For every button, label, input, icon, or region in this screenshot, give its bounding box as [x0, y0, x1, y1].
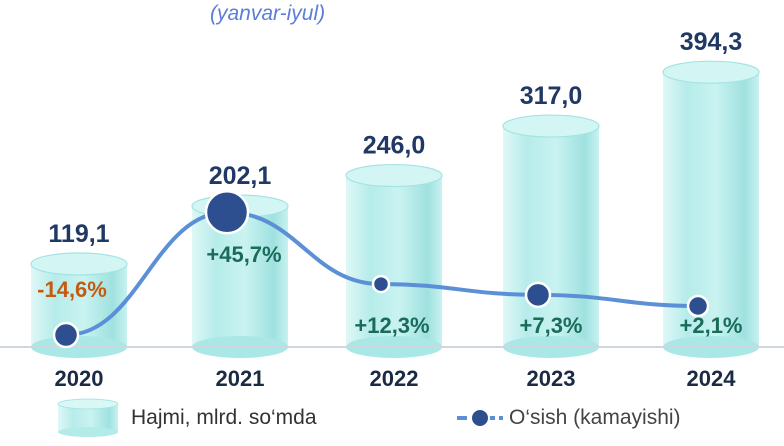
growth-marker-2021: [204, 190, 250, 235]
growth-marker-2022: [371, 274, 391, 294]
bar-value-label: 317,0: [520, 82, 583, 110]
bar-2022: [345, 163, 443, 358]
growth-label: +12,3%: [354, 313, 429, 338]
growth-label: -14,6%: [37, 277, 107, 302]
legend-label-volume: Hajmi, mlrd. so‘mda: [131, 406, 317, 429]
legend-line-swatch: [457, 408, 503, 428]
legend-cylinder-swatch: [57, 398, 119, 437]
x-tick-label: 2020: [55, 366, 104, 391]
growth-line: [65, 210, 699, 337]
growth-label: +2,1%: [680, 313, 743, 338]
chart-subtitle: (yanvar-iyul): [210, 2, 326, 25]
bar-value-label: 202,1: [209, 162, 272, 190]
growth-marker-2020: [52, 321, 80, 349]
legend-label-growth: O‘sish (kamayishi): [509, 406, 681, 429]
legend-item-growth: O‘sish (kamayishi): [455, 398, 681, 438]
growth-marker-2023: [524, 281, 552, 309]
bar-2020: [30, 252, 128, 358]
bar-body: [663, 72, 759, 347]
legend-item-volume: Hajmi, mlrd. so‘mda: [55, 398, 317, 438]
bar-top: [502, 114, 600, 138]
bar-top: [662, 60, 760, 84]
x-tick-label: 2021: [216, 366, 265, 391]
bar-value-label: 119,1: [48, 220, 109, 248]
x-tick-label: 2024: [687, 366, 737, 391]
x-tick-label: 2023: [527, 366, 576, 391]
bar-value-label: 394,3: [680, 28, 743, 56]
bar-top: [30, 252, 128, 276]
growth-label: +45,7%: [206, 242, 281, 267]
growth-label: +7,3%: [520, 313, 583, 338]
bar-body: [346, 175, 442, 347]
x-tick-label: 2022: [370, 366, 419, 391]
bar-2023: [502, 114, 600, 358]
growth-marker-2024: [686, 294, 710, 318]
bar-body: [503, 126, 599, 348]
bar-top: [345, 163, 443, 188]
bar-2024: [662, 60, 760, 358]
bar-value-label: 246,0: [363, 132, 426, 160]
